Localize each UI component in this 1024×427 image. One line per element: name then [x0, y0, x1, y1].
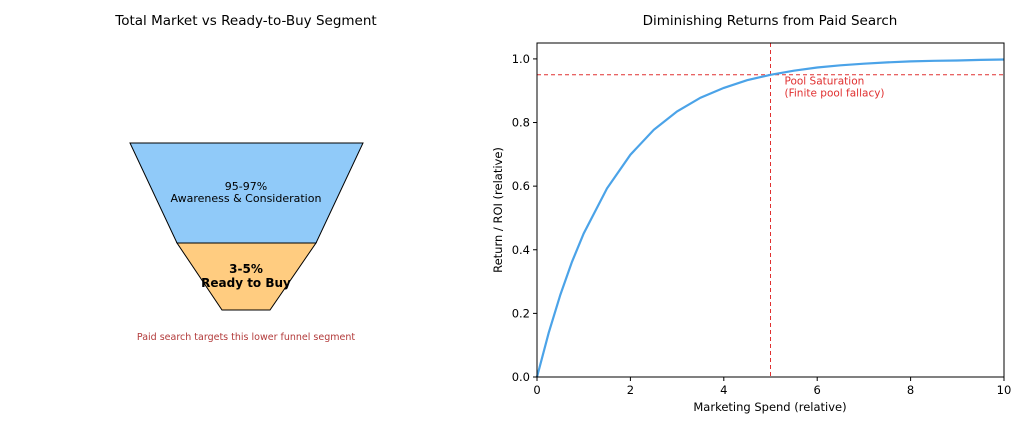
- x-tick-label: 8: [907, 383, 914, 397]
- y-tick-label: 0.8: [512, 116, 530, 130]
- y-axis-ticks: 0.0 0.2 0.4 0.6 0.8 1.0: [512, 52, 537, 384]
- x-tick-label: 2: [627, 383, 634, 397]
- y-tick-label: 0.6: [512, 179, 530, 193]
- x-axis-ticks: 0 2 4 6 8 10: [533, 377, 1011, 397]
- y-axis-label: Return / ROI (relative): [491, 147, 505, 273]
- funnel-segment-ready-to-buy: [176, 242, 317, 311]
- y-tick-label: 0.0: [512, 370, 530, 384]
- funnel-top-label: Awareness & Consideration: [171, 192, 322, 205]
- x-tick-label: 10: [997, 383, 1012, 397]
- x-tick-label: 0: [533, 383, 540, 397]
- series-line-return: [535, 58, 1005, 378]
- funnel-panel: Total Market vs Ready-to-Buy Segment 95-…: [114, 13, 376, 343]
- saturation-annotation-line2: (Finite pool fallacy): [785, 88, 885, 100]
- funnel-annotation: Paid search targets this lower funnel se…: [137, 332, 355, 343]
- y-tick-label: 1.0: [512, 52, 530, 66]
- line-chart-title: Diminishing Returns from Paid Search: [643, 13, 898, 29]
- funnel-bottom-percent: 3-5%: [229, 262, 263, 276]
- funnel-title: Total Market vs Ready-to-Buy Segment: [114, 13, 376, 29]
- reference-lines: [537, 43, 1004, 377]
- plot-frame: [536, 42, 1005, 378]
- funnel-bottom-label: Ready to Buy: [201, 276, 291, 290]
- line-chart-panel: Diminishing Returns from Paid Search 0 2 4…: [491, 13, 1011, 414]
- y-tick-label: 0.2: [512, 306, 530, 320]
- x-tick-label: 6: [814, 383, 821, 397]
- x-tick-label: 4: [720, 383, 727, 397]
- x-axis-label: Marketing Spend (relative): [693, 400, 846, 414]
- funnel-top-percent: 95-97%: [225, 180, 267, 193]
- y-tick-label: 0.4: [512, 243, 530, 257]
- saturation-annotation-line1: Pool Saturation: [785, 76, 865, 88]
